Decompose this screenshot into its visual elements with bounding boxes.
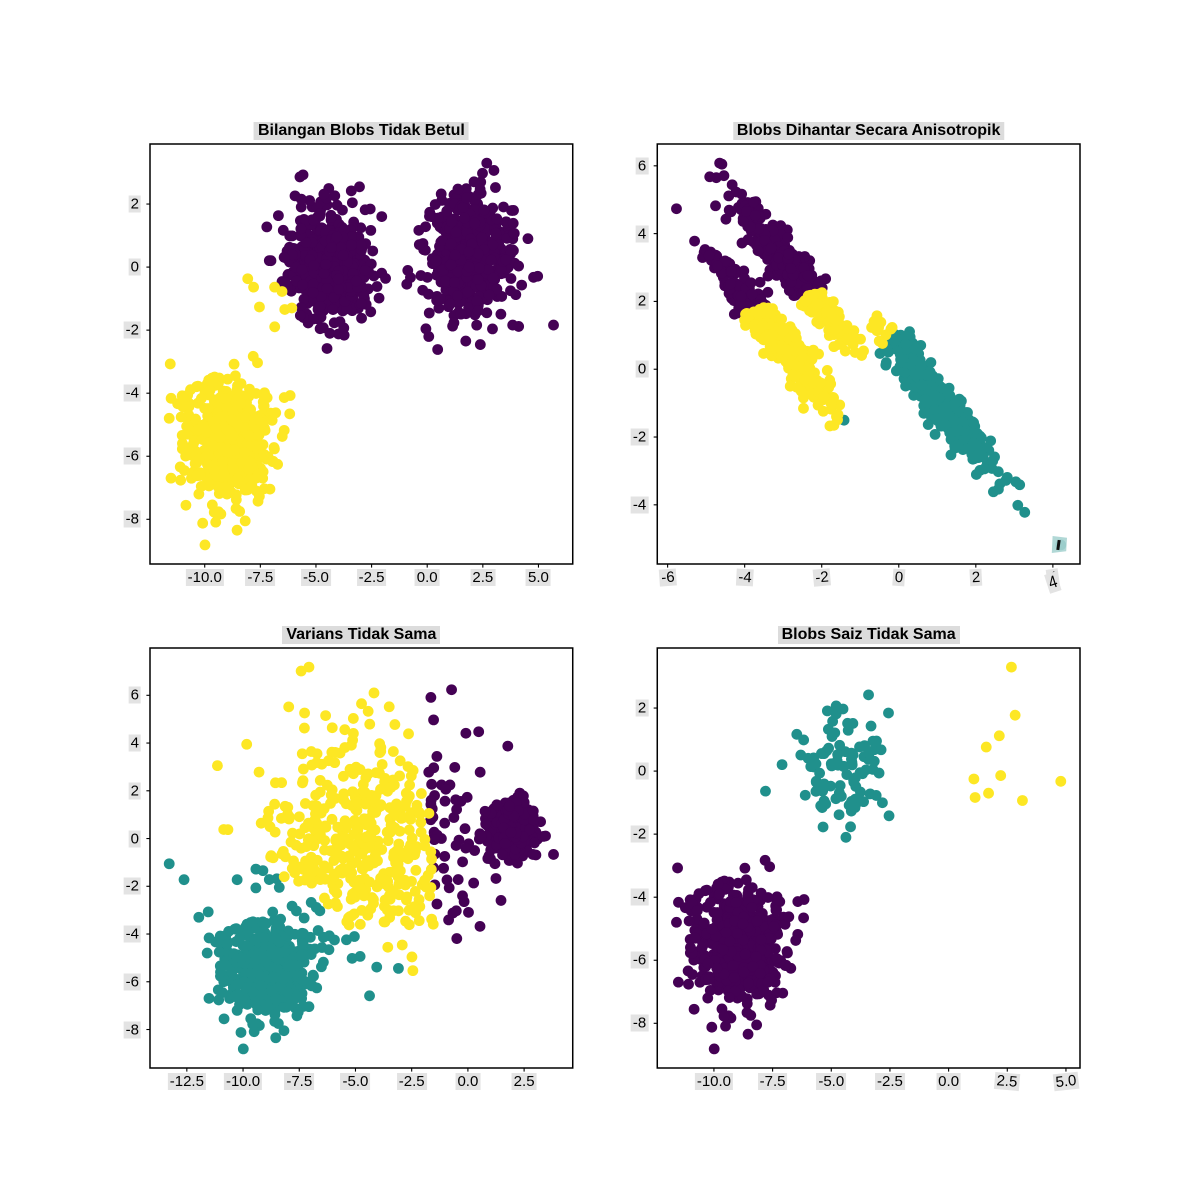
p2 [654, 144, 1080, 568]
p1 [146, 144, 572, 568]
p3 [146, 648, 572, 1072]
p4 [654, 648, 1080, 1072]
